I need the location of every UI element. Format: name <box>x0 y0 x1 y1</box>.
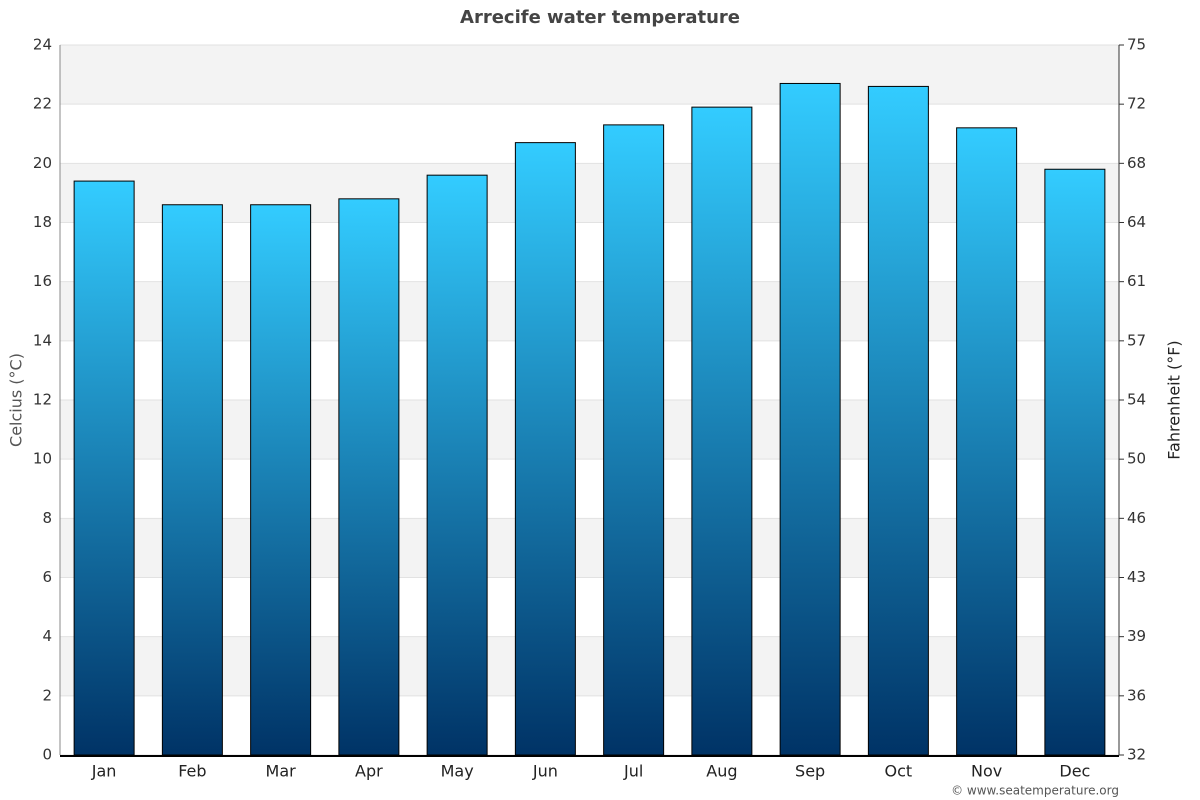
bar <box>1044 168 1106 756</box>
y-tick-label: 24 <box>33 36 52 54</box>
bar <box>691 106 753 756</box>
y2-tick-label: 72 <box>1127 95 1146 113</box>
y-tick-label: 16 <box>33 272 52 290</box>
x-tick-label: Nov <box>971 762 1002 781</box>
grid-band <box>60 281 1119 341</box>
y2-tick-label: 64 <box>1127 213 1146 231</box>
y-tick-label: 18 <box>33 213 52 231</box>
y-tick-label: 10 <box>33 450 52 468</box>
grid-band <box>60 518 1119 578</box>
x-tick-label: Apr <box>355 762 383 781</box>
y-tick-label: 6 <box>42 568 52 586</box>
y2-tick-label: 61 <box>1127 272 1146 290</box>
y-tick-label: 4 <box>42 627 52 645</box>
bar <box>338 198 400 756</box>
y-tick-label: 2 <box>42 686 52 704</box>
grid-band <box>60 636 1119 696</box>
x-tick-label: Jan <box>91 762 117 781</box>
grid-band <box>60 45 1119 105</box>
y-tick-label: 20 <box>33 154 52 172</box>
y-tick-label: 22 <box>33 95 52 113</box>
y2-tick-label: 36 <box>1127 686 1146 704</box>
y2-tick-label: 57 <box>1127 331 1146 349</box>
x-tick-label: Sep <box>795 762 825 781</box>
chart-title: Arrecife water temperature <box>460 7 740 28</box>
y2-tick-label: 32 <box>1127 746 1146 764</box>
x-tick-label: Jul <box>623 762 643 781</box>
y2-tick-label: 46 <box>1127 509 1146 527</box>
grid-band <box>60 163 1119 223</box>
y-tick-label: 14 <box>33 331 52 349</box>
bar <box>250 204 312 756</box>
bar <box>161 204 223 756</box>
y2-tick-label: 50 <box>1127 450 1146 468</box>
bar <box>426 174 488 756</box>
source-note: © www.seatemperature.org <box>951 784 1119 798</box>
y2-tick-label: 39 <box>1127 627 1146 645</box>
y-axis-title: Celcius (°C) <box>7 353 26 447</box>
bar <box>514 142 576 756</box>
bar <box>956 127 1018 756</box>
x-tick-label: Oct <box>885 762 913 781</box>
y2-tick-label: 68 <box>1127 154 1146 172</box>
y-tick-label: 12 <box>33 391 52 409</box>
x-tick-label: May <box>441 762 474 781</box>
bar <box>779 82 841 756</box>
y2-tick-label: 75 <box>1127 36 1146 54</box>
y-tick-label: 0 <box>42 746 52 764</box>
y-tick-label: 8 <box>42 509 52 527</box>
x-tick-label: Aug <box>706 762 737 781</box>
bar <box>867 85 929 756</box>
x-tick-label: Dec <box>1059 762 1090 781</box>
bar <box>603 124 665 756</box>
y2-tick-label: 54 <box>1127 391 1146 409</box>
x-tick-label: Feb <box>178 762 206 781</box>
x-tick-label: Mar <box>266 762 297 781</box>
y2-tick-label: 43 <box>1127 568 1146 586</box>
grid-band <box>60 400 1119 460</box>
bar <box>73 180 135 756</box>
y2-axis-title: Fahrenheit (°F) <box>1165 340 1184 459</box>
x-tick-label: Jun <box>532 762 558 781</box>
